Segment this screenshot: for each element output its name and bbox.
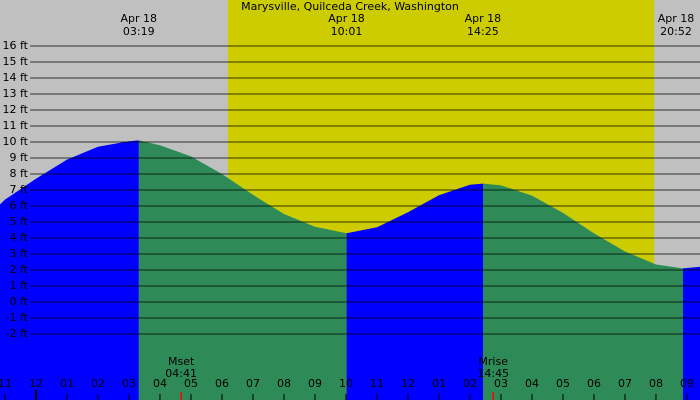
x-tick-label: 11	[0, 377, 12, 390]
y-tick-label: 11 ft	[3, 119, 29, 132]
x-tick-label: 02	[463, 377, 477, 390]
x-tick-label: 08	[277, 377, 291, 390]
y-tick-label: 8 ft	[10, 167, 29, 180]
y-tick-label: 10 ft	[3, 135, 29, 148]
x-tick-label: 06	[587, 377, 601, 390]
event-time: 03:19	[123, 25, 155, 38]
event-date: Apr 18	[328, 12, 365, 25]
x-tick-label: 10	[339, 377, 353, 390]
x-tick-label: 06	[215, 377, 229, 390]
x-tick-label: 04	[525, 377, 539, 390]
moon-label: Mrise	[478, 355, 508, 368]
y-tick-label: 12 ft	[3, 103, 29, 116]
x-tick-label: 12	[29, 377, 43, 390]
y-tick-label: 2 ft	[10, 263, 29, 276]
y-tick-label: 16 ft	[3, 39, 29, 52]
y-tick-label: 0 ft	[10, 295, 29, 308]
x-tick-label: 12	[401, 377, 415, 390]
event-date: Apr 18	[465, 12, 502, 25]
x-tick-label: 07	[618, 377, 632, 390]
x-tick-label: 09	[308, 377, 322, 390]
y-tick-label: -1 ft	[6, 311, 29, 324]
event-time: 20:52	[660, 25, 692, 38]
moon-label: Mset	[168, 355, 195, 368]
event-time: 14:25	[467, 25, 499, 38]
x-tick-label: 05	[556, 377, 570, 390]
tide-area	[682, 266, 700, 400]
y-tick-label: 7 ft	[10, 183, 29, 196]
y-tick-label: 15 ft	[3, 55, 29, 68]
x-tick-label: 03	[122, 377, 136, 390]
chart-title: Marysville, Quilceda Creek, Washington	[241, 0, 459, 13]
moon-time: 04:41	[165, 367, 197, 380]
x-tick-label: 02	[91, 377, 105, 390]
y-tick-label: -2 ft	[6, 327, 29, 340]
x-tick-label: 03	[494, 377, 508, 390]
x-tick-label: 11	[370, 377, 384, 390]
x-tick-label: 07	[246, 377, 260, 390]
x-tick-label: 09	[680, 377, 694, 390]
y-tick-label: 3 ft	[10, 247, 29, 260]
x-tick-label: 04	[153, 377, 167, 390]
event-date: Apr 18	[658, 12, 695, 25]
x-tick-label: 01	[432, 377, 446, 390]
y-tick-label: 4 ft	[10, 231, 29, 244]
y-tick-label: 6 ft	[10, 199, 29, 212]
moon-time: 14:45	[477, 367, 509, 380]
x-tick-label: 01	[60, 377, 74, 390]
event-time: 10:01	[331, 25, 363, 38]
event-date: Apr 18	[121, 12, 158, 25]
x-tick-label: 08	[649, 377, 663, 390]
y-tick-label: 13 ft	[3, 87, 29, 100]
y-tick-label: 14 ft	[3, 71, 29, 84]
x-tick-label: 05	[184, 377, 198, 390]
y-tick-label: 9 ft	[10, 151, 29, 164]
y-tick-label: 5 ft	[10, 215, 29, 228]
y-tick-label: 1 ft	[10, 279, 29, 292]
